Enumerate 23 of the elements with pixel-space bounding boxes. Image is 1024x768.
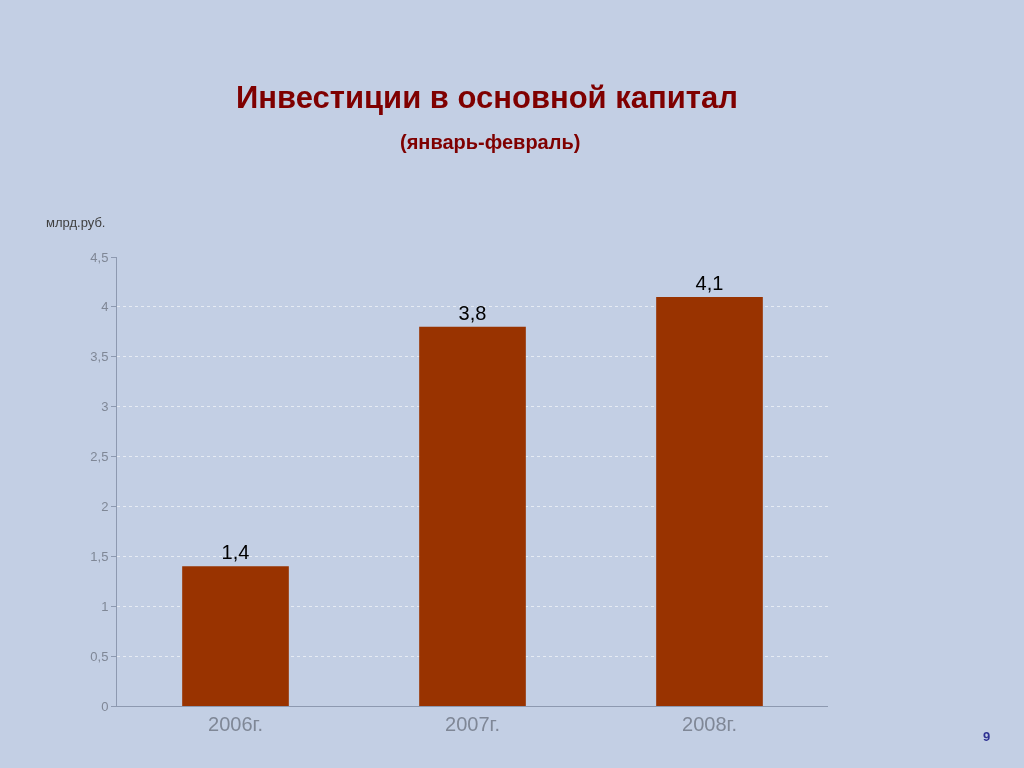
y-tick-label: 2,5 — [90, 449, 109, 465]
y-tick-label: 1,5 — [90, 548, 109, 564]
y-tick-label: 3,5 — [90, 349, 109, 365]
x-tick-label: 2008г. — [682, 713, 737, 735]
bar — [419, 326, 526, 706]
y-axis-title: млрд.руб. — [46, 215, 106, 230]
chart-subtitle: (январь-февраль) — [400, 131, 581, 153]
y-tick-label: 4 — [101, 299, 109, 315]
chart-title: Инвестиции в основной капитал — [236, 79, 738, 115]
y-tick-label: 0 — [101, 698, 109, 714]
data-label: 3,8 — [458, 301, 487, 324]
text: 9 — [983, 729, 991, 744]
y-tick-label: 2 — [101, 498, 109, 514]
bar — [182, 566, 289, 706]
y-tick-label: 0,5 — [90, 648, 109, 664]
y-tick-label: 3 — [101, 399, 109, 415]
data-label: 4,1 — [695, 271, 724, 294]
y-tick-label: 4,5 — [90, 249, 109, 265]
x-tick-label: 2006г. — [208, 713, 263, 735]
data-label: 1,4 — [221, 541, 250, 564]
y-tick-label: 1 — [101, 598, 109, 614]
x-tick-label: 2007г. — [445, 713, 500, 735]
bar — [656, 296, 763, 706]
